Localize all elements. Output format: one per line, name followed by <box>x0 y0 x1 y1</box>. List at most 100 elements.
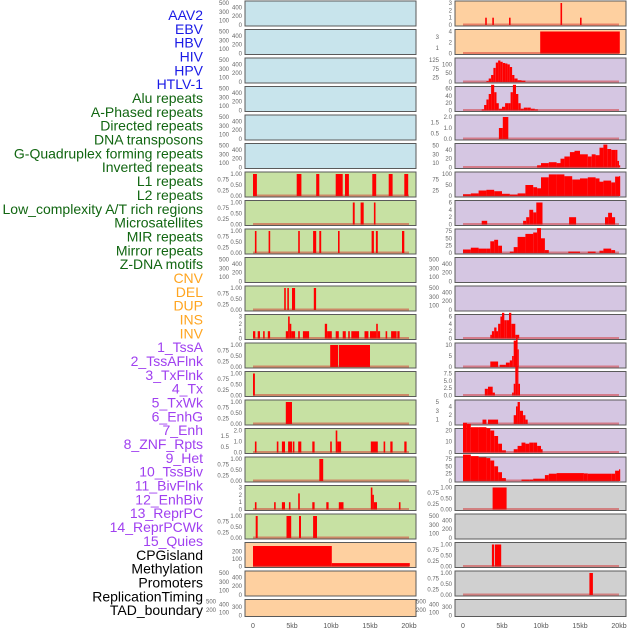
signal-bar <box>617 160 619 168</box>
signal-bar <box>494 436 499 453</box>
y-tick-label: 0.00 <box>230 251 242 257</box>
y-tick-label: 0.50 <box>230 411 242 417</box>
y-tick-label: 500 <box>429 514 440 520</box>
signal-bar <box>312 502 315 510</box>
y-tick-label: 0 <box>449 479 453 485</box>
y-tick-label: 0 <box>239 109 243 115</box>
y-tick-label: 300 <box>219 152 230 158</box>
signal-bar <box>370 331 377 339</box>
signal-bar <box>372 174 377 196</box>
signal-bar <box>404 441 407 453</box>
signal-bar <box>533 187 538 196</box>
signal-bar <box>608 212 612 225</box>
signal-bar <box>360 202 364 225</box>
track-panel: 0.000.250.500.751.00 <box>217 200 417 229</box>
signal-bar <box>502 312 505 339</box>
signal-bar <box>523 415 526 424</box>
signal-bar <box>509 194 518 196</box>
panel-background <box>244 285 417 312</box>
y-tick-label: 500 <box>219 58 230 64</box>
y-tick-label: 1 <box>239 500 243 506</box>
feature-label: Mirror repeats <box>116 242 203 258</box>
signal-bar <box>364 331 369 339</box>
signal-bar <box>516 338 518 367</box>
y-tick-label: 0.75 <box>217 349 229 355</box>
signal-bar <box>491 544 495 567</box>
y-tick-label: 400 <box>232 62 243 68</box>
y-tick-label: 400 <box>429 602 440 608</box>
y-tick-label: 0.50 <box>440 497 452 503</box>
signal-bar <box>520 108 524 111</box>
feature-label: AAV2 <box>168 7 203 23</box>
y-tick-label: 2 <box>239 322 243 328</box>
y-tick-label: 1.00 <box>230 286 242 292</box>
y-tick-label: 500 <box>219 144 230 150</box>
signal-bar <box>534 109 538 111</box>
y-tick-label: 3 <box>239 315 243 321</box>
signal-bar <box>287 288 289 310</box>
y-tick-label: 400 <box>232 575 243 581</box>
signal-bar <box>376 323 378 339</box>
panel-background <box>454 114 627 141</box>
y-tick-label: 1.00 <box>230 343 242 349</box>
signal-bar <box>254 231 257 253</box>
y-tick-label: 20 <box>445 157 452 163</box>
y-tick-label: 20 <box>445 101 452 107</box>
signal-bar <box>514 78 518 82</box>
track-panel: 0 123 <box>239 485 417 514</box>
y-tick-label: 5.0 <box>444 379 453 385</box>
signal-bar <box>544 475 549 481</box>
signal-bar <box>288 502 291 510</box>
y-tick-label: 2 <box>239 493 243 499</box>
signal-bar <box>488 78 491 82</box>
signal-bar <box>548 174 557 196</box>
y-tick-label: 0.50 <box>440 582 452 588</box>
y-tick-label: 0 <box>449 337 453 343</box>
signal-bar <box>611 473 616 481</box>
feature-label: HTLV-1 <box>157 76 204 92</box>
y-tick-label: 0 <box>449 536 453 542</box>
signal-bar <box>580 17 582 25</box>
y-tick-label: 0 <box>449 23 453 29</box>
y-tick-label: 0.75 <box>217 206 229 212</box>
panel-background <box>244 200 417 226</box>
y-tick-label: 500 <box>219 1 230 7</box>
y-tick-label: 400 <box>232 91 243 97</box>
signal-bar <box>560 3 563 25</box>
signal-bar <box>529 209 534 225</box>
signal-bar <box>478 427 487 453</box>
feature-label: HIV <box>180 49 204 65</box>
signal-bar <box>470 193 479 196</box>
signal-bar <box>521 479 530 481</box>
y-tick-label: 400 <box>232 262 243 268</box>
signal-bar <box>348 331 350 339</box>
track-panel: 0 246 <box>449 312 627 343</box>
y-tick-label: 3 <box>436 35 440 41</box>
y-tick-label: 100 <box>219 611 230 617</box>
panel-background <box>244 228 417 255</box>
signal-bar <box>517 445 522 453</box>
panel-background <box>244 29 417 55</box>
y-tick-label: 100 <box>429 304 440 310</box>
signal-bar <box>490 430 495 453</box>
y-tick-label: 1.00 <box>230 400 242 406</box>
y-tick-label: 0 <box>239 23 243 29</box>
y-tick-label: 0.00 <box>230 365 242 371</box>
signal-bar <box>533 232 538 253</box>
signal-bar <box>556 473 584 481</box>
signal-bar <box>518 383 520 396</box>
y-tick-label: 2 <box>449 329 453 335</box>
y-tick-label: 1.0 <box>444 126 453 132</box>
signal-bar <box>548 162 557 168</box>
y-tick-label: 0.75 <box>427 548 439 554</box>
track-panel: 0.000.250.500.751.00 <box>217 371 417 400</box>
y-tick-label: 200 <box>442 527 453 533</box>
signal-bar <box>298 441 302 453</box>
signal-bar <box>527 107 531 111</box>
y-tick-label: 0.25 <box>217 417 229 423</box>
signal-bar <box>292 288 296 310</box>
signal-bar <box>404 174 409 196</box>
y-tick-label: 400 <box>442 518 453 524</box>
